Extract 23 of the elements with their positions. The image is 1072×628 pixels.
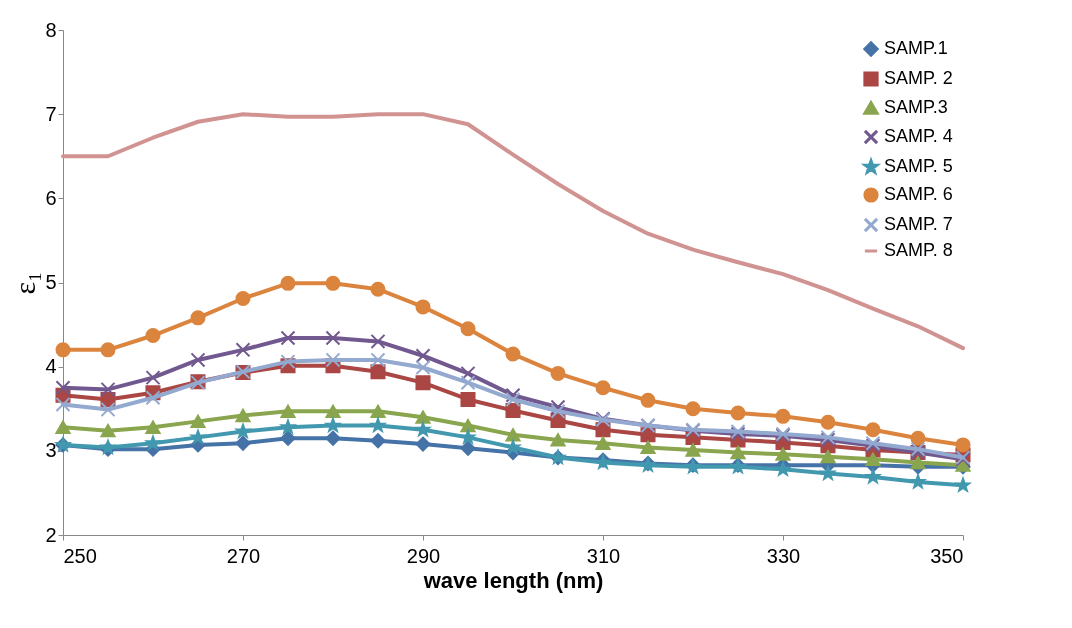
y-tick-label: 4 — [45, 355, 57, 378]
y-tick-label: 7 — [45, 102, 57, 125]
x-tick-label: 350 — [930, 544, 964, 567]
y-tick-label: 6 — [45, 186, 57, 209]
x-tick-label: 270 — [226, 544, 261, 567]
x-tick-label: 250 — [63, 544, 97, 567]
x-tick-label: 290 — [406, 544, 441, 567]
x-axis-title: wave length (nm) — [422, 567, 604, 593]
legend-label: SAMP.1 — [884, 38, 948, 58]
legend-label: SAMP. 7 — [884, 214, 953, 234]
legend-label: SAMP. 6 — [884, 184, 953, 204]
legend-label: SAMP. 2 — [884, 68, 953, 88]
legend-label: SAMP. 8 — [884, 240, 953, 260]
y-axis-title: ε₁ — [8, 271, 42, 295]
legend-label: SAMP.3 — [884, 97, 948, 117]
legend-label: SAMP. 5 — [884, 156, 953, 176]
y-tick-label: 3 — [45, 439, 57, 462]
y-tick-label: 8 — [45, 18, 57, 41]
x-tick-label: 330 — [766, 544, 801, 567]
legend-label: SAMP. 4 — [884, 126, 953, 146]
y-tick-label: 5 — [45, 271, 57, 293]
x-tick-label: 310 — [586, 544, 621, 567]
y-tick-label: 2 — [45, 523, 57, 546]
